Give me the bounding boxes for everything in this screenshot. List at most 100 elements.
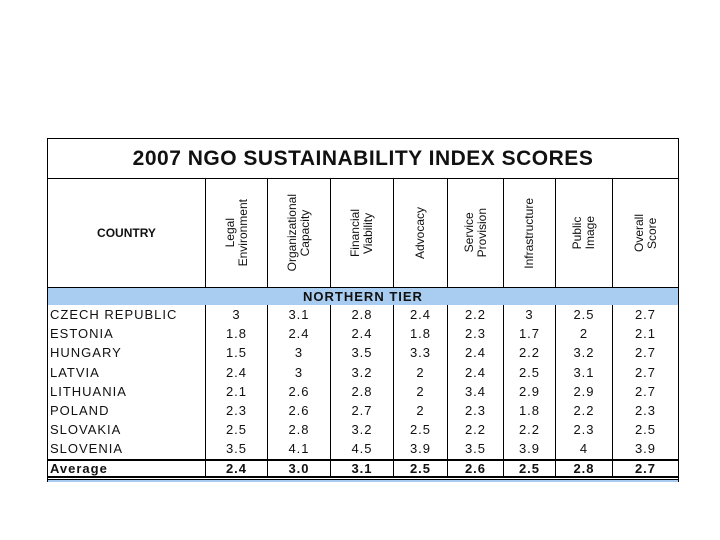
score: 3 xyxy=(268,362,331,382)
score: 2 xyxy=(394,401,448,421)
score: 3 xyxy=(268,343,331,363)
score: 2.5 xyxy=(394,420,448,440)
score: 2.2 xyxy=(448,420,504,440)
score: 2.3 xyxy=(448,401,504,421)
score: 3.0 xyxy=(268,458,331,478)
score: 3.9 xyxy=(394,439,448,459)
score: 1.7 xyxy=(504,324,556,344)
score: 2.8 xyxy=(268,420,331,440)
score: 2.5 xyxy=(394,458,448,478)
score: 2.8 xyxy=(331,305,394,325)
score: 3.2 xyxy=(556,343,613,363)
score: 2.3 xyxy=(556,420,613,440)
row-label: POLAND xyxy=(48,401,206,421)
score: 2.8 xyxy=(331,381,394,401)
header-line: Image xyxy=(583,216,597,250)
score: 2.4 xyxy=(394,305,448,325)
score: 2.7 xyxy=(634,345,657,361)
column-header-text: Public Image xyxy=(570,216,597,250)
score: 3 xyxy=(206,305,268,325)
score: 3.5 xyxy=(206,439,268,459)
score: 2.4 xyxy=(331,324,394,344)
column-header: Legal Environment xyxy=(206,179,268,287)
score: 1.8 xyxy=(394,324,448,344)
column-header: Financial Viability xyxy=(331,179,394,287)
score: 2 xyxy=(394,381,448,401)
country-header: COUNTRY xyxy=(48,179,206,287)
score: 3.3 xyxy=(394,343,448,363)
row-label: CZECH REPUBLIC xyxy=(48,305,206,325)
row-label: ESTONIA xyxy=(48,324,206,344)
score: 2.7 xyxy=(634,383,657,399)
score: 2 xyxy=(556,324,613,344)
header-line: Viability xyxy=(361,212,375,254)
score: 3.2 xyxy=(331,362,394,382)
score: 4.1 xyxy=(268,439,331,459)
score: 3.1 xyxy=(556,362,613,382)
score: 3.1 xyxy=(331,458,394,478)
score: 1.5 xyxy=(206,343,268,363)
score: 2.2 xyxy=(448,305,504,325)
header-line: Environment xyxy=(235,199,250,267)
row-label: SLOVENIA xyxy=(48,439,206,459)
score: 2.3 xyxy=(634,403,657,419)
score: 3.4 xyxy=(448,381,504,401)
header-line: Infrastructure xyxy=(522,197,536,269)
column-header: Infrastructure xyxy=(504,179,556,287)
column-header-text: Advocacy xyxy=(413,206,427,260)
score: 2.9 xyxy=(556,381,613,401)
score: 2.3 xyxy=(448,324,504,344)
score: 2.5 xyxy=(634,422,657,438)
score: 2.4 xyxy=(268,324,331,344)
score: 2.7 xyxy=(634,307,657,323)
score: 2.2 xyxy=(504,420,556,440)
score: 4 xyxy=(556,439,613,459)
table-title: 2007 NGO SUSTAINABILITY INDEX SCORES xyxy=(48,138,678,179)
column-header-text: Financial Viability xyxy=(348,209,375,257)
score: 2.4 xyxy=(448,343,504,363)
score: 3.5 xyxy=(331,343,394,363)
score: 4.5 xyxy=(331,439,394,459)
column-header: Service Provision xyxy=(448,179,504,287)
column-header: Advocacy xyxy=(394,179,448,287)
row-label: LITHUANIA xyxy=(48,381,206,401)
score: 2.9 xyxy=(504,381,556,401)
score: 1.8 xyxy=(504,401,556,421)
score: 2.1 xyxy=(634,326,657,342)
row-label: HUNGARY xyxy=(48,343,206,363)
row-label: LATVIA xyxy=(48,362,206,382)
header-line: Capacity xyxy=(298,209,312,257)
score: 2.5 xyxy=(504,458,556,478)
score: 2.7 xyxy=(613,458,678,478)
score: 3.2 xyxy=(331,420,394,440)
score: 1.8 xyxy=(206,324,268,344)
column-header-text: Infrastructure xyxy=(522,197,536,269)
score: 2.4 xyxy=(206,362,268,382)
header-line: Provision xyxy=(474,208,489,258)
score: 2 xyxy=(394,362,448,382)
column-header: Organizational Capacity xyxy=(268,179,331,287)
score: 2.4 xyxy=(206,458,268,478)
score: 2.5 xyxy=(504,362,556,382)
score-table: 2007 NGO SUSTAINABILITY INDEX SCORES COUN… xyxy=(47,138,679,482)
score: 3.9 xyxy=(504,439,556,459)
header-line: Advocacy xyxy=(413,206,427,260)
column-header-text: Legal Environment xyxy=(223,199,250,267)
header-line: Service xyxy=(461,212,476,253)
score: 2.8 xyxy=(556,458,613,478)
score: 3 xyxy=(504,305,556,325)
score: 2.6 xyxy=(268,381,331,401)
column-header-text: Service Provision xyxy=(461,208,489,258)
score: 2.2 xyxy=(504,343,556,363)
score: 2.3 xyxy=(206,401,268,421)
score: 2.6 xyxy=(448,458,504,478)
header-line: Score xyxy=(644,217,659,249)
column-header-text: Organizational Capacity xyxy=(285,194,312,271)
score: 3.5 xyxy=(448,439,504,459)
section-row: SOUTHERN TIER xyxy=(48,478,678,482)
row-label: SLOVAKIA xyxy=(48,420,206,440)
score: 3.9 xyxy=(634,441,657,457)
score: 2.5 xyxy=(556,305,613,325)
column-header: Public Image xyxy=(556,179,613,287)
